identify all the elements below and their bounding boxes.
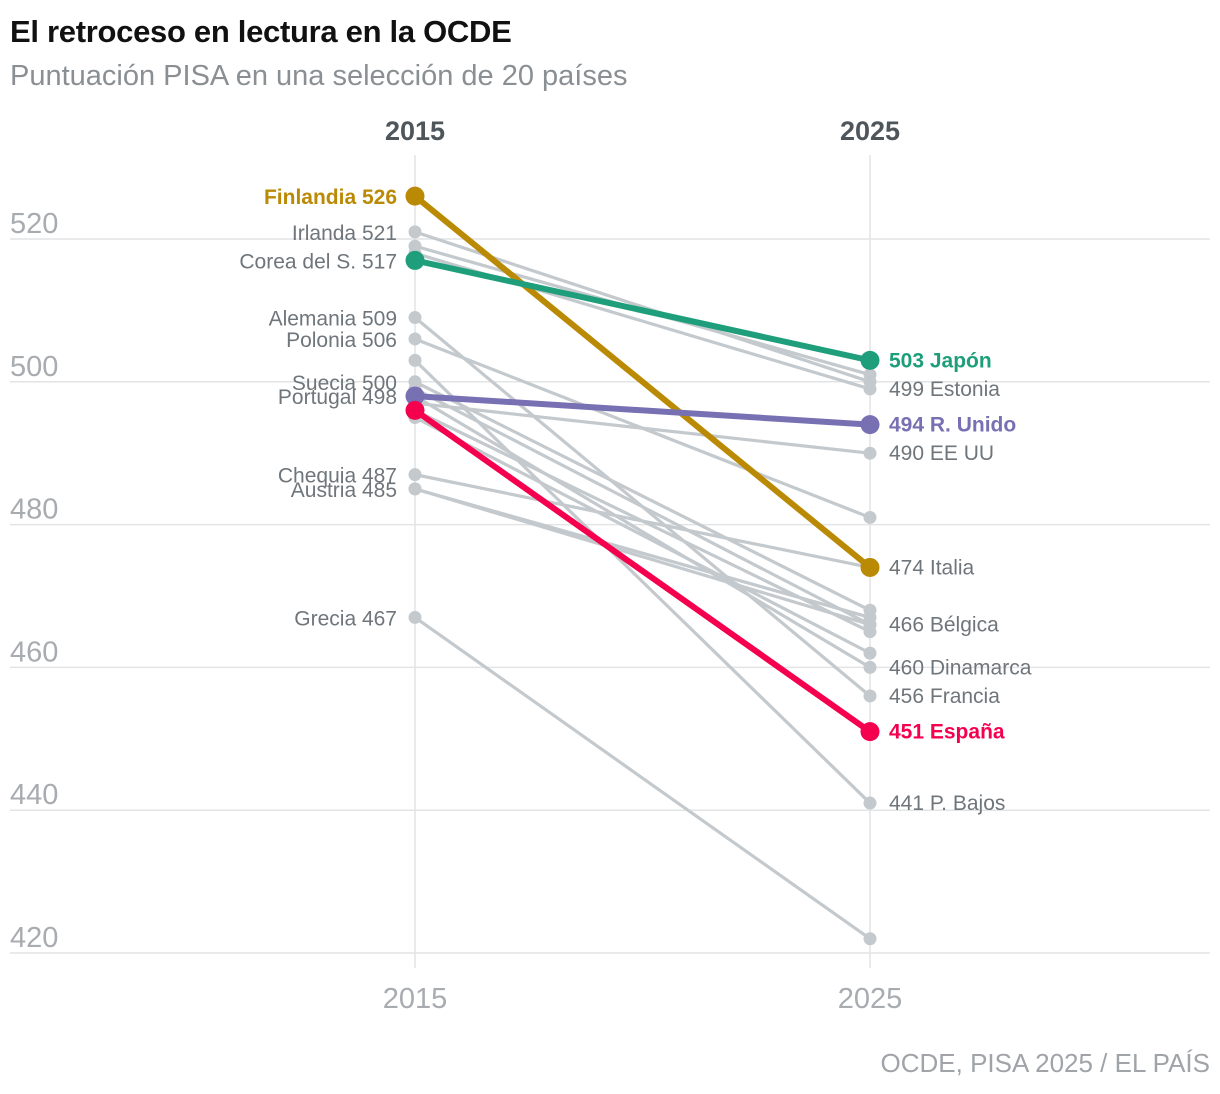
left-label: Grecia 467: [294, 607, 397, 630]
x-tick-label: 2025: [838, 983, 903, 1015]
series-line-pais-9: [413, 401, 872, 455]
point-2015-highlight: [405, 186, 425, 206]
left-label: Corea del S. 517: [239, 250, 397, 273]
series-line-highlight: [412, 257, 873, 364]
series-line-Grecia: [413, 615, 872, 941]
point-2025-highlight: [860, 557, 880, 577]
right-label: 466 Bélgica: [889, 614, 999, 637]
point-2015: [408, 468, 422, 482]
series-line-highlight: [412, 407, 873, 735]
right-label: 474 Italia: [889, 556, 975, 579]
series-line-pais-5: [413, 358, 872, 805]
column-header-2025: 2025: [840, 116, 900, 146]
source-note: OCDE, PISA 2025 / EL PAÍS: [880, 1048, 1211, 1078]
point-2025: [863, 510, 877, 524]
left-label: Austria 485: [291, 479, 397, 502]
right-label: 499 Estonia: [889, 378, 1000, 401]
left-label: Finlandia 526: [264, 186, 397, 209]
series-line-pais-11: [413, 415, 872, 655]
point-2015: [408, 332, 422, 346]
point-2025: [863, 689, 877, 703]
left-label: Polonia 506: [286, 329, 397, 352]
y-tick-label: 440: [10, 779, 58, 811]
series-line-Suecia: [413, 380, 872, 612]
point-2025: [863, 660, 877, 674]
labels-layer: Finlandia 526 Irlanda 521 Corea del S. 517…: [239, 186, 1031, 815]
point-2025-highlight: [860, 350, 880, 370]
left-label: Suecia 500: [292, 372, 397, 395]
point-2025-highlight: [860, 415, 880, 435]
right-label: 503 Japón: [889, 349, 992, 372]
series-line-highlight: [412, 393, 873, 428]
series-line-pais-7: [413, 387, 872, 627]
column-header-2015: 2015: [385, 116, 445, 146]
point-2015: [408, 225, 422, 239]
point-2025: [863, 368, 877, 382]
left-label: Chequia 487: [278, 465, 397, 488]
series-line-highlight: [412, 193, 873, 571]
left-label: Irlanda 521: [292, 222, 397, 245]
point-2025-highlight: [860, 722, 880, 742]
right-label: 456 Francia: [889, 685, 1000, 708]
point-2015: [408, 353, 422, 367]
point-2015-highlight: [405, 250, 425, 270]
y-tick-label: 480: [10, 494, 58, 526]
left-label: Alemania 509: [269, 308, 397, 331]
chart-subtitle: Puntuación PISA en una selección de 20 p…: [10, 60, 628, 92]
point-2015: [408, 311, 422, 325]
y-tick-label: 520: [10, 208, 58, 240]
point-2025: [863, 382, 877, 396]
y-tick-label: 460: [10, 636, 58, 668]
left-label: Portugal 498: [278, 386, 397, 409]
right-label: 441 P. Bajos: [889, 792, 1005, 815]
right-label: 451 España: [889, 721, 1005, 744]
right-label: 490 EE UU: [889, 442, 994, 465]
point-2025: [863, 646, 877, 660]
point-2025: [863, 796, 877, 810]
y-tick-label: 500: [10, 351, 58, 383]
x-tick-label: 2015: [383, 983, 448, 1015]
point-2025: [863, 618, 877, 632]
chart-title: El retroceso en lectura en la OCDE: [10, 14, 512, 49]
lines-layer: [405, 186, 880, 946]
point-2015: [408, 610, 422, 624]
point-2025: [863, 446, 877, 460]
right-label: 460 Dinamarca: [889, 656, 1032, 679]
series-line-Chequia: [413, 473, 872, 570]
series-line-pais-14: [413, 487, 872, 627]
point-2015-highlight: [405, 386, 425, 406]
right-label: 494 R. Unido: [889, 414, 1016, 437]
point-2025: [863, 932, 877, 946]
point-2015: [408, 482, 422, 496]
series-line-pais-8: [413, 394, 872, 670]
y-tick-label: 420: [10, 922, 58, 954]
point-2015-highlight: [405, 400, 425, 420]
grid-layer: 420 440 460 480 500 520 2015 2025 2015 2025: [10, 116, 1210, 1015]
